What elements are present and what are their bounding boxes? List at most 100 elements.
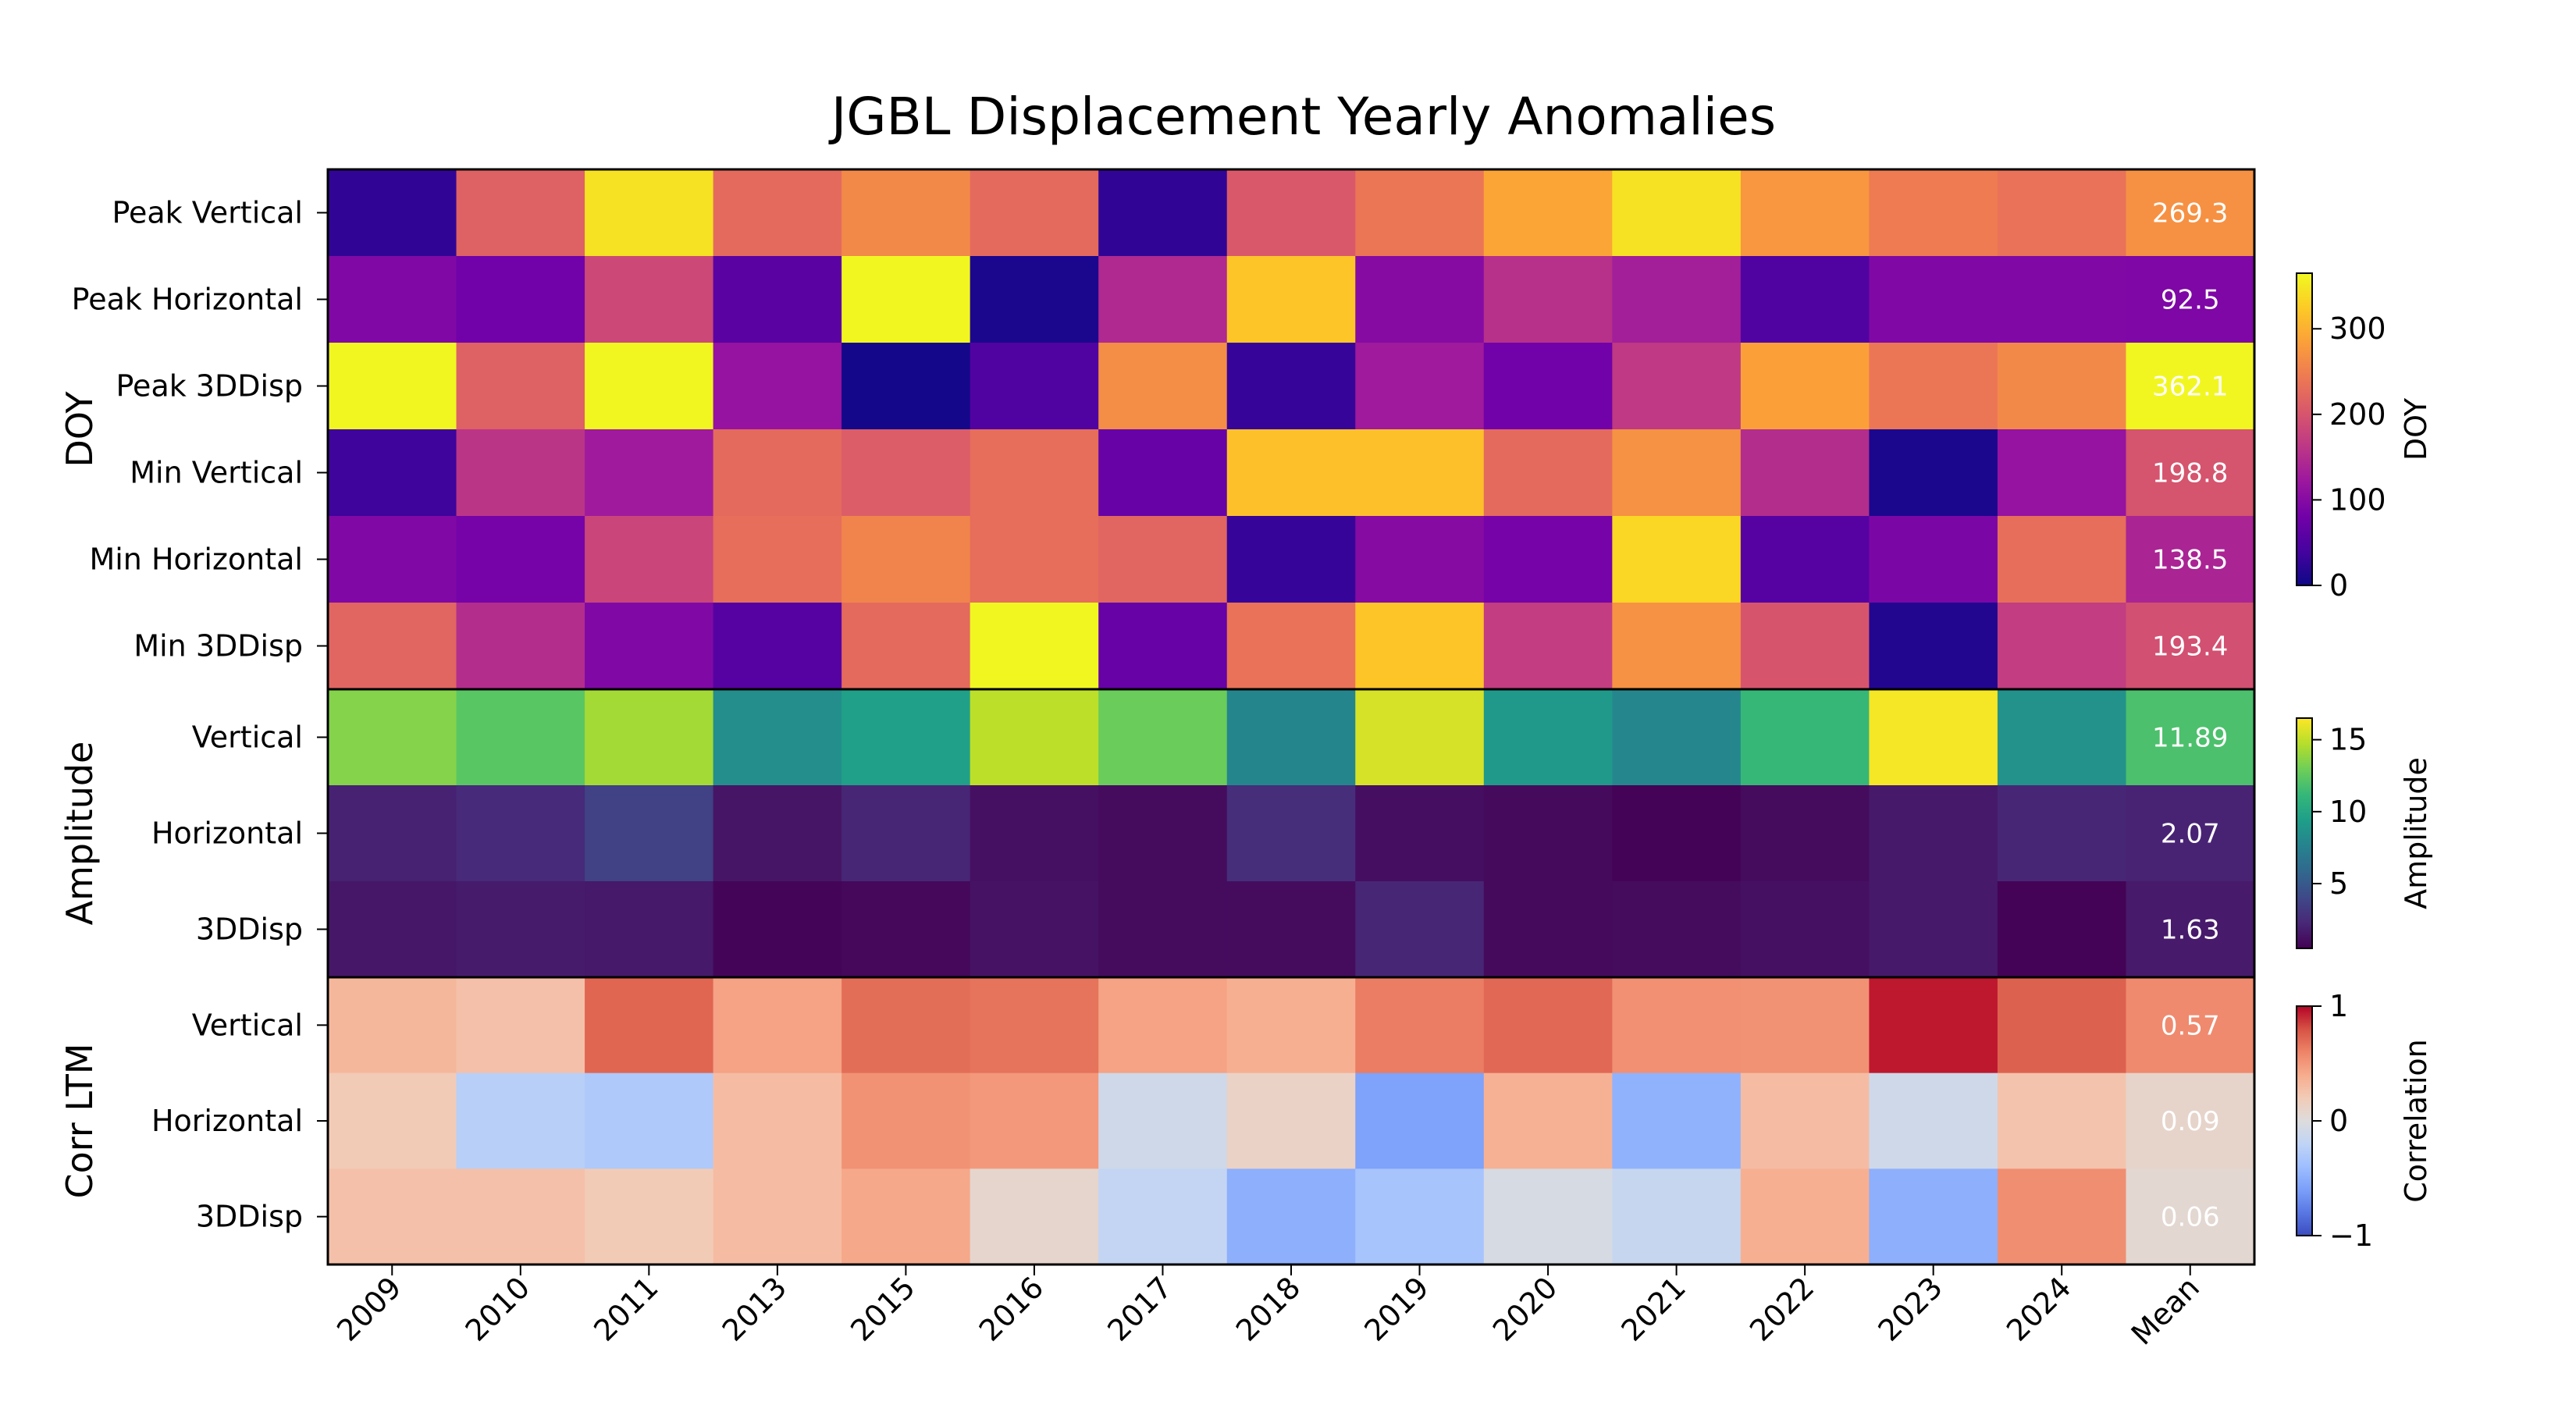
heatmap-cell (1869, 429, 1998, 517)
heatmap-cell (1355, 881, 1485, 978)
panel-ylabel: Amplitude (59, 742, 101, 926)
heatmap-cell (328, 429, 457, 517)
row-label: Min 3DDisp (133, 629, 303, 663)
heatmap-cell (1740, 1072, 1870, 1169)
heatmap-cell (841, 785, 971, 882)
row-label: Horizontal (151, 1104, 303, 1138)
heatmap-cell (1869, 785, 1998, 882)
heatmap-cell (1226, 785, 1356, 882)
heatmap-cell (1612, 1072, 1742, 1169)
heatmap-cell (713, 343, 842, 430)
heatmap-cell (456, 689, 585, 786)
heatmap-cell (1740, 429, 1870, 517)
colorbar-label: DOY (2399, 397, 2433, 461)
heatmap-cell (1226, 689, 1356, 786)
heatmap-cell (970, 689, 1099, 786)
row-label: Vertical (192, 720, 303, 755)
heatmap-cell (970, 603, 1099, 690)
heatmap-cell (713, 516, 842, 603)
heatmap-cell (713, 429, 842, 517)
heatmap-cell (713, 689, 842, 786)
heatmap-cell (328, 1168, 457, 1265)
heatmap-cell (970, 881, 1099, 978)
heatmap-cell (841, 977, 971, 1074)
heatmap-cell (585, 689, 714, 786)
colorbar-tick-label: −1 (2329, 1218, 2373, 1253)
heatmap-cell (2126, 603, 2255, 690)
heatmap-cell (1869, 169, 1998, 257)
heatmap-cell (1483, 977, 1613, 1074)
heatmap-cell (1997, 881, 2127, 978)
heatmap-cell (1098, 516, 1228, 603)
heatmap-cell (585, 1168, 714, 1265)
colorbar-tick-label: 0 (2329, 568, 2348, 603)
heatmap-cell (970, 343, 1099, 430)
heatmap-cell (841, 169, 971, 257)
heatmap-cell (1740, 256, 1870, 343)
colorbar-tick-label: 15 (2329, 723, 2367, 757)
column-label: Mean (2125, 1270, 2206, 1351)
mean-value-label: 193.4 (2152, 631, 2228, 663)
heatmap-cell (1740, 881, 1870, 978)
heatmap-cell (1869, 977, 1998, 1074)
heatmap-cell (970, 169, 1099, 257)
heatmap-cell (585, 256, 714, 343)
heatmap-cell (1226, 881, 1356, 978)
heatmap-cell (1997, 256, 2127, 343)
heatmap-cell (456, 977, 585, 1074)
heatmap-cell (1098, 1072, 1228, 1169)
heatmap-cell (456, 516, 585, 603)
heatmap-cell (1740, 516, 1870, 603)
heatmap-cell (1483, 689, 1613, 786)
heatmap-cell (1483, 1168, 1613, 1265)
heatmap-cell (1226, 977, 1356, 1074)
heatmap-cell (2126, 689, 2255, 786)
heatmap-cell (1612, 343, 1742, 430)
heatmap-cell (1098, 785, 1228, 882)
heatmap-cell (1483, 881, 1613, 978)
column-label: 2010 (459, 1270, 537, 1348)
column-label: 2018 (1229, 1270, 1308, 1348)
heatmap-cell (841, 343, 971, 430)
heatmap-cell (1612, 977, 1742, 1074)
heatmap-cell (1869, 1168, 1998, 1265)
heatmap-cell (1740, 603, 1870, 690)
heatmap-cell (841, 256, 971, 343)
mean-value-label: 0.06 (2161, 1202, 2220, 1233)
heatmap-cell (1997, 516, 2127, 603)
heatmap-cell (456, 1168, 585, 1265)
mean-value-label: 269.3 (2152, 198, 2228, 229)
heatmap-cell (328, 977, 457, 1074)
row-label: 3DDisp (196, 912, 303, 947)
heatmap-cell (841, 603, 971, 690)
heatmap-cell (328, 256, 457, 343)
heatmap-cell (1483, 603, 1613, 690)
heatmap-cell (2126, 785, 2255, 882)
colorbar-plasma (2296, 272, 2313, 586)
heatmap-cell (713, 1072, 842, 1169)
heatmap-cell (841, 429, 971, 517)
heatmap-cell (970, 1168, 1099, 1265)
heatmap-cell (1997, 689, 2127, 786)
heatmap-cell (1612, 689, 1742, 786)
heatmap-cell (2126, 256, 2255, 343)
heatmap-cell (1355, 256, 1485, 343)
panel-frame (326, 976, 2256, 1266)
heatmap-cell (585, 1072, 714, 1169)
heatmap-cell (1869, 603, 1998, 690)
heatmap-cell (456, 881, 585, 978)
heatmap-cell (1869, 1072, 1998, 1169)
colorbar-tick-label: 100 (2329, 482, 2386, 517)
heatmap-cell (1226, 169, 1356, 257)
heatmap-cell (841, 1168, 971, 1265)
heatmap-cell (970, 256, 1099, 343)
mean-value-label: 92.5 (2161, 285, 2220, 316)
heatmap-cell (970, 429, 1099, 517)
mean-value-labels: 269.3 92.5 362.1 198.8 138.5 193.4 11.89 2.07 1.… (2152, 198, 2228, 1233)
colorbar-tick-label: 5 (2329, 866, 2348, 901)
colorbar-label: Correlation (2399, 1039, 2433, 1203)
heatmap-cell (1226, 429, 1356, 517)
column-label: 2019 (1357, 1270, 1436, 1348)
heatmap-cell (1997, 603, 2127, 690)
